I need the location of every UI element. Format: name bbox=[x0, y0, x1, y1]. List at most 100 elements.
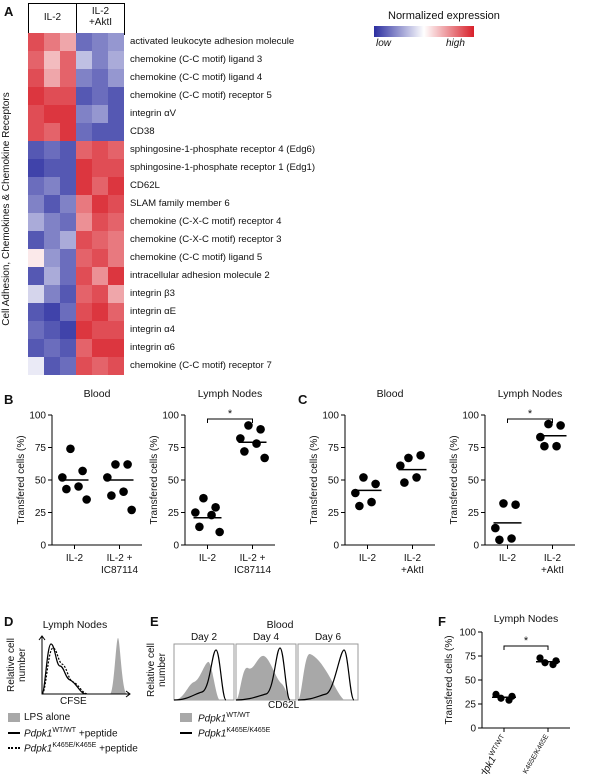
group-label-sup: K465E/K465E bbox=[522, 733, 550, 774]
gene-label: chemokine (C-C motif) ligand 4 bbox=[130, 72, 263, 83]
data-point bbox=[107, 491, 116, 500]
heatmap-cell bbox=[28, 87, 44, 105]
heatmap-cell bbox=[108, 51, 124, 69]
gene-label: SLAM family member 6 bbox=[130, 198, 230, 209]
data-point bbox=[495, 535, 504, 545]
dot-plot: Blood 0 25 50 75 100 Transfered cells (%) IL-2 I… bbox=[16, 388, 142, 576]
group-label: Pdpk1WT/WT bbox=[474, 733, 511, 774]
day-histogram: Day 4 bbox=[235, 632, 297, 701]
legend-swatch bbox=[180, 732, 192, 734]
group-aktl-label-line-0: IL-2 bbox=[91, 6, 110, 17]
panel-e-letter: E bbox=[150, 614, 159, 629]
data-point bbox=[492, 690, 500, 698]
k465e-peptide-histogram bbox=[41, 647, 89, 695]
heatmap-cell bbox=[108, 105, 124, 123]
data-point bbox=[544, 419, 553, 429]
heatmap-cell bbox=[92, 249, 108, 267]
heatmap-cell bbox=[108, 303, 124, 321]
data-point bbox=[396, 461, 405, 470]
group-label: IC87114 bbox=[101, 565, 139, 576]
heatmap-cell bbox=[44, 303, 60, 321]
gene-label: chemokine (C-C motif) ligand 3 bbox=[130, 54, 263, 65]
heatmap-cell bbox=[108, 87, 124, 105]
y-axis-label: Transfered cells (%) bbox=[309, 435, 320, 524]
y-tick-label: 50 bbox=[465, 676, 477, 687]
heatmap-cell bbox=[108, 357, 124, 375]
heatmap-cell bbox=[60, 213, 76, 231]
heatmap-group-header: IL-2 IL-2 +AktI bbox=[28, 3, 125, 35]
y-tick-label: 100 bbox=[29, 411, 46, 422]
dot-plot: Blood 0 25 50 75 100 Transfered cells (%) IL-2 I… bbox=[309, 388, 435, 576]
legend-swatch bbox=[8, 713, 20, 722]
y-axis-label: number bbox=[157, 652, 168, 687]
data-point bbox=[111, 460, 120, 469]
significance-star: * bbox=[524, 635, 529, 647]
heatmap-cell bbox=[76, 357, 92, 375]
gene-label: sphingosine-1-phosphate receptor 4 (Edg6… bbox=[130, 144, 316, 155]
y-tick-label: 25 bbox=[465, 700, 477, 711]
heatmap-cell bbox=[28, 339, 44, 357]
heatmap-cell bbox=[60, 249, 76, 267]
group-label: IL-2 bbox=[544, 553, 562, 564]
heatmap-cell bbox=[44, 285, 60, 303]
data-point bbox=[82, 495, 91, 504]
day-histogram: Day 6 bbox=[297, 632, 359, 701]
heatmap-cell bbox=[92, 303, 108, 321]
expression-heatmap bbox=[28, 33, 124, 375]
heatmap-cell bbox=[60, 123, 76, 141]
group-label: IL-2 bbox=[359, 553, 377, 564]
heatmap-cell bbox=[28, 321, 44, 339]
y-tick-label: 25 bbox=[168, 508, 180, 519]
heatmap-cell bbox=[28, 177, 44, 195]
plot-title: Lymph Nodes bbox=[198, 388, 262, 400]
group-label: IL-2 bbox=[66, 553, 84, 564]
legend-label: Pdpk1K465E/K465E +peptide bbox=[24, 742, 138, 755]
heatmap-cell bbox=[92, 339, 108, 357]
plot-title: Blood bbox=[84, 388, 111, 400]
wt-histogram bbox=[298, 653, 344, 700]
gene-label: chemokine (C-X-C motif) receptor 3 bbox=[130, 234, 282, 245]
y-tick-label: 100 bbox=[462, 411, 479, 422]
gene-label: intracellular adhesion molecule 2 bbox=[130, 270, 270, 281]
y-tick-label: 25 bbox=[35, 508, 47, 519]
wt-histogram bbox=[174, 661, 220, 700]
y-tick-label: 0 bbox=[40, 541, 46, 552]
heatmap-cell bbox=[92, 141, 108, 159]
data-point bbox=[491, 523, 500, 533]
group-label: IL-2 bbox=[499, 553, 517, 564]
heatmap-cell bbox=[44, 141, 60, 159]
legend-swatch bbox=[8, 732, 20, 734]
data-point bbox=[540, 441, 549, 451]
heatmap-cell bbox=[76, 141, 92, 159]
data-point bbox=[240, 447, 249, 456]
data-point bbox=[191, 508, 200, 517]
heatmap-cell bbox=[28, 141, 44, 159]
data-point bbox=[215, 527, 224, 537]
data-point bbox=[507, 534, 516, 543]
heatmap-cell bbox=[76, 123, 92, 141]
y-tick-label: 75 bbox=[465, 652, 477, 663]
heatmap-cell bbox=[92, 267, 108, 285]
heatmap-cell bbox=[44, 51, 60, 69]
y-axis-label: Transfered cells (%) bbox=[16, 435, 27, 524]
heatmap-cell bbox=[28, 51, 44, 69]
heatmap-cell bbox=[92, 159, 108, 177]
y-axis-label: Transfered cells (%) bbox=[449, 435, 460, 524]
heatmap-cell bbox=[108, 195, 124, 213]
heatmap-cell bbox=[28, 33, 44, 51]
data-point bbox=[119, 487, 128, 496]
data-point bbox=[499, 499, 508, 508]
heatmap-cell bbox=[76, 213, 92, 231]
y-tick-label: 75 bbox=[328, 443, 340, 454]
data-point bbox=[556, 421, 565, 430]
cfse-histogram: Relative cell number bbox=[6, 635, 131, 698]
heatmap-cell bbox=[28, 231, 44, 249]
heatmap-cell bbox=[108, 159, 124, 177]
group-label: IL-2 + bbox=[240, 553, 266, 564]
panel-b-letter: B bbox=[4, 392, 14, 407]
heatmap-cell bbox=[92, 231, 108, 249]
heatmap-cell bbox=[28, 159, 44, 177]
heatmap-cell bbox=[60, 303, 76, 321]
data-point bbox=[505, 696, 513, 704]
heatmap-cell bbox=[108, 321, 124, 339]
